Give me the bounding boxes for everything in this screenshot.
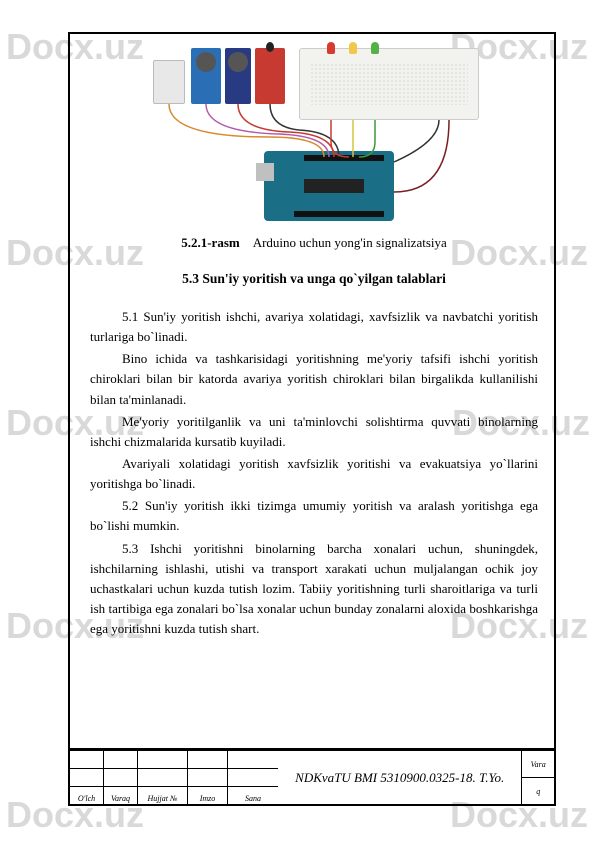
- tb-header-hujjat: Hujjat №: [138, 786, 188, 804]
- paragraph: 5.1 Sun'iy yoritish ishchi, avariya xola…: [90, 307, 538, 347]
- tb-q: q: [522, 778, 554, 804]
- paragraph: Avariyali xolatidagi yoritish xavfsizlik…: [90, 454, 538, 494]
- figure-caption: 5.2.1-rasm Arduino uchun yong'in signali…: [90, 235, 538, 251]
- tb-document-code: NDKvaTU BMI 5310900.0325-18. T.Yo.: [278, 750, 522, 804]
- wires: [149, 42, 479, 227]
- paragraph: 5.3 Ishchi yoritishni binolarning barcha…: [90, 539, 538, 640]
- paragraph: Bino ichida va tashkarisidagi yoritishni…: [90, 349, 538, 409]
- tb-page-label: Vara q: [522, 750, 554, 804]
- title-block: O'lch Varaq Hujjat № Imzo Sana NDKvaTU B…: [68, 750, 556, 806]
- tb-header-imzo: Imzo: [188, 786, 228, 804]
- tb-header-varaq: Varaq: [104, 786, 138, 804]
- circuit-diagram: [149, 42, 479, 227]
- tb-header-olch: O'lch: [70, 786, 104, 804]
- figure-text: Arduino uchun yong'in signalizatsiya: [253, 235, 447, 250]
- tb-header-sana: Sana: [228, 786, 278, 804]
- section-heading: 5.3 Sun'iy yoritish va unga qo`yilgan ta…: [90, 271, 538, 287]
- figure-number: 5.2.1-rasm: [181, 235, 240, 250]
- tb-vara: Vara: [522, 751, 554, 778]
- paragraph: 5.2 Sun'iy yoritish ikki tizimga umumiy …: [90, 496, 538, 536]
- paragraph: Me'yoriy yoritilganlik va uni ta'minlovc…: [90, 412, 538, 452]
- page-content: 5.2.1-rasm Arduino uchun yong'in signali…: [68, 32, 556, 651]
